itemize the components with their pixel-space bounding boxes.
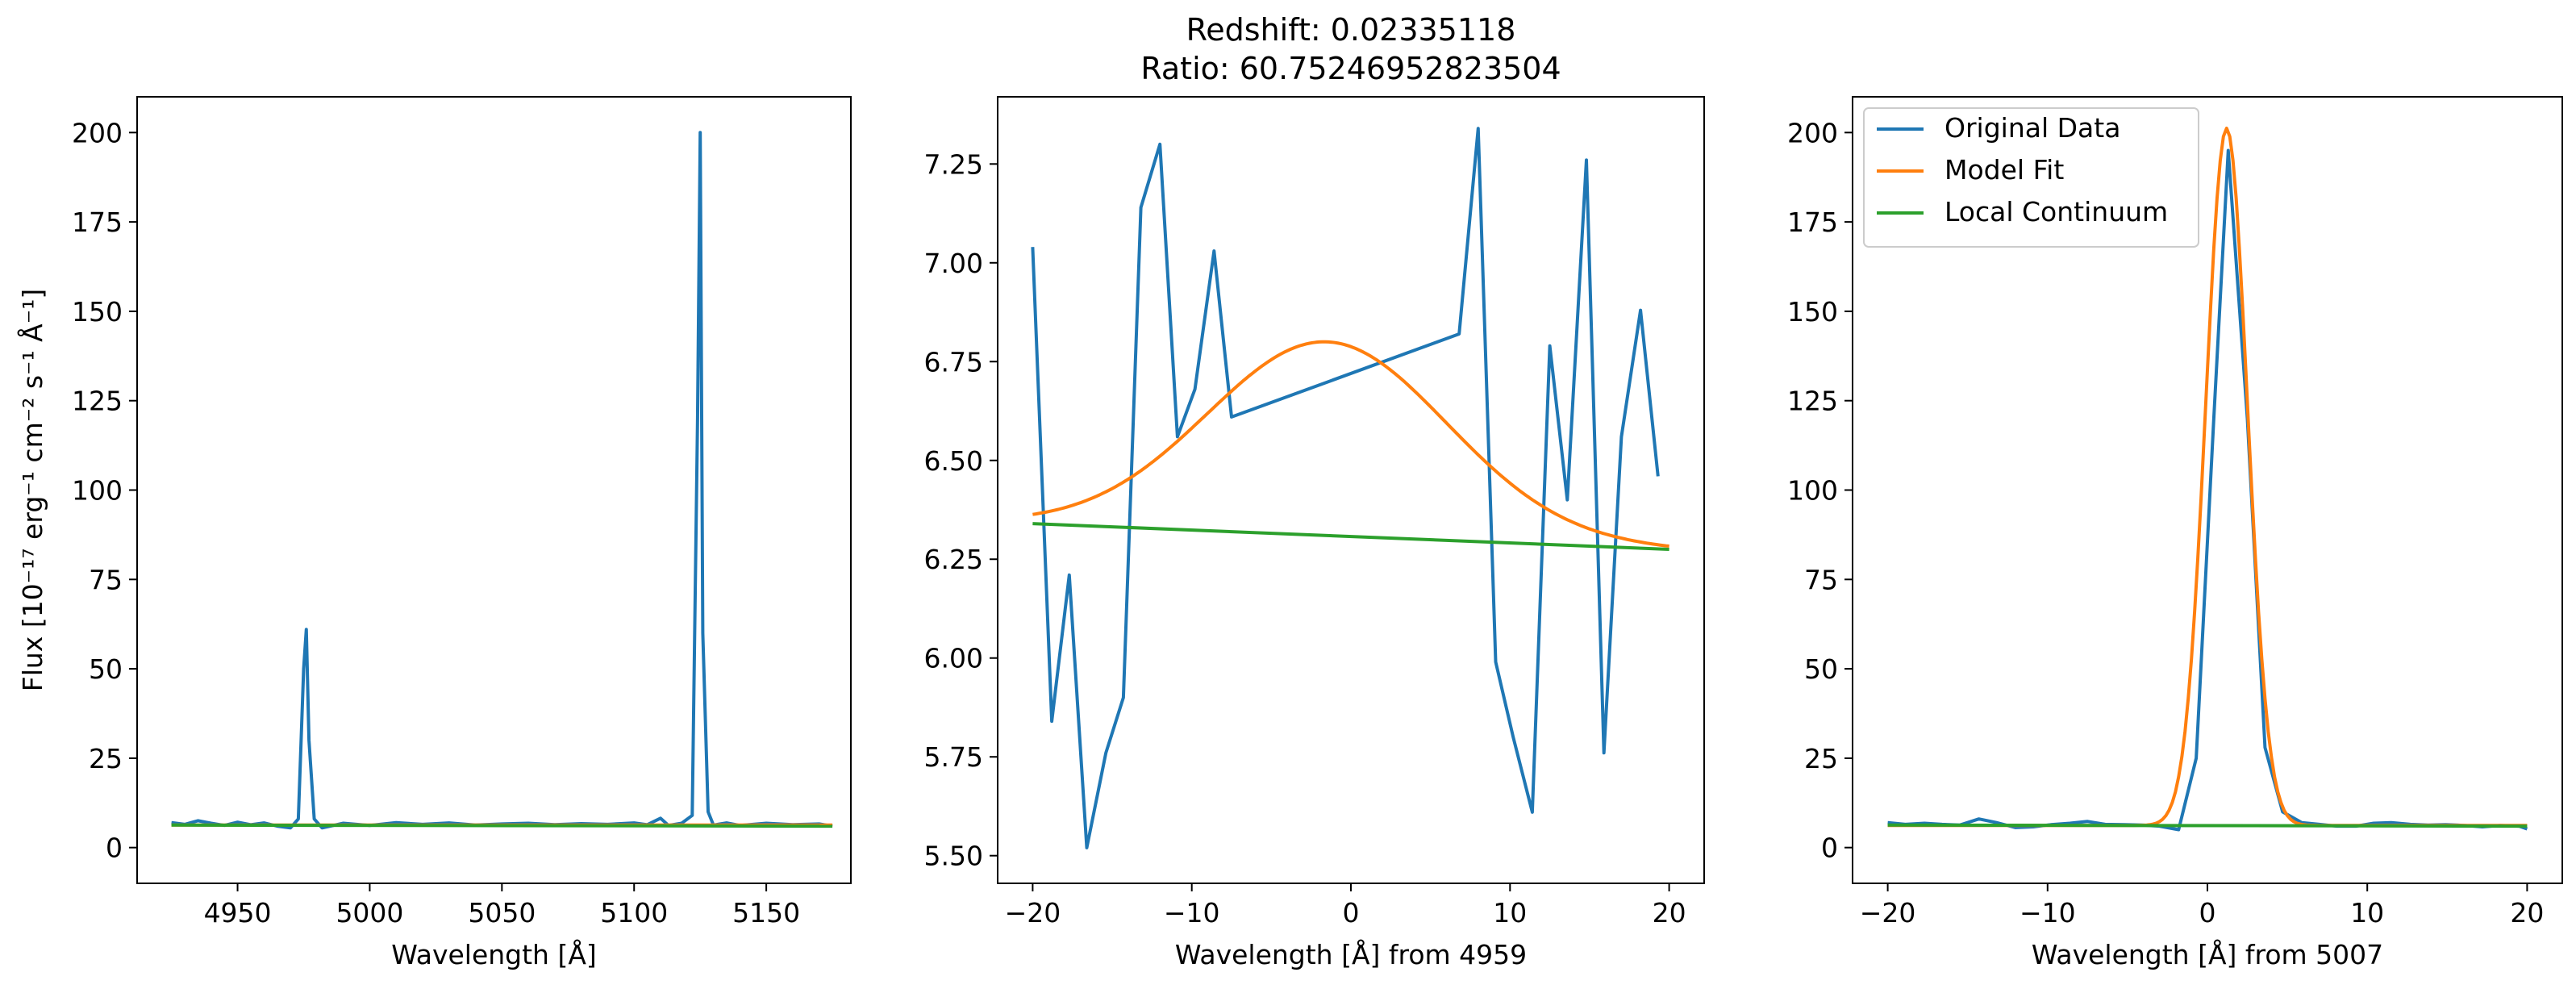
left-panel: 4950 5000 5050 5100 5150 0 25 50 75 100 125 150 175 2… [16, 96, 852, 970]
chart-1-ytick-label: 5.50 [924, 841, 983, 872]
chart-1-ytick-label: 6.50 [924, 445, 983, 477]
chart-0-xtick-label: 5150 [732, 897, 800, 928]
chart-2-ytick-label: 0 [1821, 833, 1838, 864]
chart-1-ytick-label: 7.00 [924, 248, 983, 279]
chart-0-ytick-label: 175 [72, 207, 123, 238]
chart-0-ytick-label: 100 [72, 475, 123, 507]
chart-0-ytick-label: 125 [72, 386, 123, 417]
chart-1-xtick-label: 0 [1343, 897, 1360, 928]
chart-2-xtick-label: −20 [1860, 897, 1916, 928]
chart-0-xtick-label: 5000 [336, 897, 403, 928]
chart-2-xlabel: Wavelength [Å] from 5007 [2032, 938, 2383, 970]
chart-1-xtick-label: −20 [1005, 897, 1061, 928]
chart-2-ytick-label: 200 [1787, 117, 1838, 148]
chart-1-xtick-label: −10 [1164, 897, 1220, 928]
chart-2-xtick-label: 10 [2350, 897, 2384, 928]
chart-1-ytick-label: 6.75 [924, 346, 983, 378]
chart-0-ylabel: Flux [10⁻¹⁷ erg⁻¹ cm⁻² s⁻¹ Å⁻¹] [16, 289, 48, 692]
chart-2-plot-area [1887, 127, 2528, 832]
chart-0-ytick-label: 75 [89, 564, 123, 595]
chart-2-legend-label: Model Fit [1945, 154, 2064, 186]
chart-2-series-original-data [1887, 148, 2528, 832]
chart-0-series-local-continuum [171, 823, 833, 828]
chart-2-legend-box [1863, 107, 2199, 248]
chart-2-xtick-label: 0 [2199, 897, 2216, 928]
chart-1-ytick-label: 5.75 [924, 741, 983, 773]
chart-0-ytick-label: 0 [106, 833, 123, 864]
chart-0-xlabel: Wavelength [Å] [391, 938, 597, 970]
chart-1-series-model-fit [1032, 340, 1669, 548]
chart-2-ytick-label: 150 [1787, 296, 1838, 328]
chart-0-ytick-label: 150 [72, 296, 123, 328]
chart-2-ytick-label: 125 [1787, 386, 1838, 417]
chart-0-xtick-label: 4950 [204, 897, 272, 928]
chart-0-ytick-label: 25 [89, 743, 123, 774]
chart-1-xtick-label: 10 [1493, 897, 1527, 928]
chart-1-series-local-continuum [1032, 522, 1669, 551]
chart-0-axes-frame [136, 96, 852, 884]
chart-2-legend-label: Original Data [1945, 112, 2120, 144]
chart-0-ytick-label: 200 [72, 117, 123, 148]
right-panel: −20 −10 0 10 200255075100125150175200Wavelen… [1787, 96, 2563, 970]
chart-0-xtick-label: 5100 [600, 897, 668, 928]
chart-1-xlabel: Wavelength [Å] from 4959 [1175, 938, 1527, 970]
chart-2-ytick-label: 25 [1804, 743, 1838, 774]
figure-title-line2: Ratio: 60.75246952823504 [1140, 51, 1561, 86]
chart-1-xtick-label: 20 [1653, 897, 1686, 928]
chart-1-ytick-label: 6.00 [924, 643, 983, 674]
chart-2-ytick-label: 75 [1804, 564, 1838, 595]
chart-2-xtick-label: −10 [2020, 897, 2076, 928]
chart-2-legend-label: Local Continuum [1945, 196, 2168, 227]
middle-panel: −20 −10 0 10 20 5.50 5.75 6.00 6.25 6.50 6.75 7.00 7… [924, 96, 1705, 970]
chart-0-ytick-label: 50 [89, 653, 123, 685]
chart-0-plot-area [171, 131, 833, 830]
chart-0-series-original-data [171, 131, 833, 830]
chart-2-ytick-label: 175 [1787, 207, 1838, 238]
chart-2-xtick-label: 20 [2510, 897, 2544, 928]
chart-0-xtick-label: 5050 [468, 897, 536, 928]
chart-1-ytick-label: 6.25 [924, 544, 983, 575]
chart-2-ytick-label: 100 [1787, 475, 1838, 507]
chart-2-ytick-label: 50 [1804, 653, 1838, 685]
chart-2-series-local-continuum [1887, 823, 2528, 828]
chart-1-ytick-label: 7.25 [924, 148, 983, 180]
figure-title-line1: Redshift: 0.02335118 [1186, 12, 1516, 48]
chart-1-plot-area [1031, 127, 1669, 849]
chart-1-series-original-data [1031, 127, 1660, 849]
